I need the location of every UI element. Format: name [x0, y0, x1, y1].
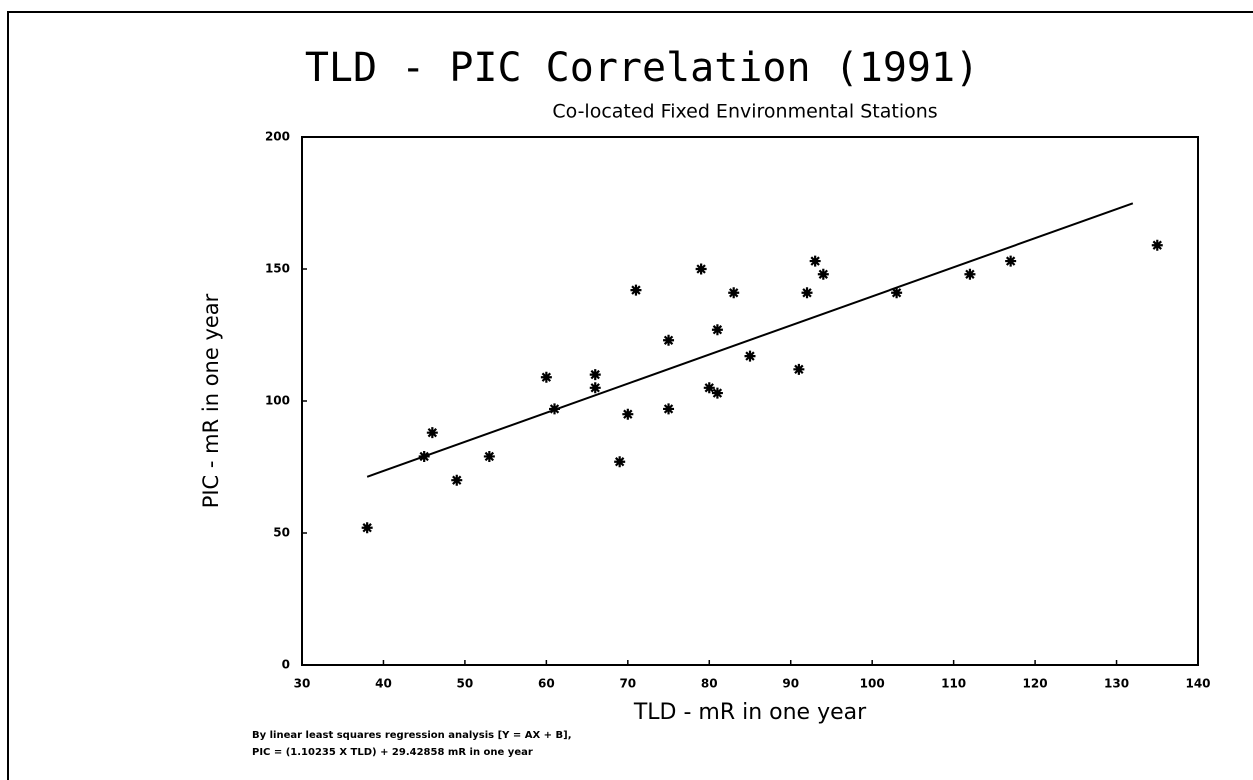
point — [1005, 255, 1017, 267]
y-axis-label: PIC - mR in one year — [199, 293, 223, 508]
point — [793, 363, 805, 375]
point — [703, 382, 715, 394]
x-tick-label: 70 — [619, 677, 636, 691]
point — [589, 382, 601, 394]
y-tick-label: 0 — [282, 658, 290, 672]
y-tick-label: 50 — [273, 526, 290, 540]
x-tick-label: 120 — [1023, 677, 1048, 691]
x-tick-label: 50 — [457, 677, 474, 691]
x-tick-label: 30 — [294, 677, 311, 691]
point — [1151, 239, 1163, 251]
point — [361, 522, 373, 534]
point — [711, 387, 723, 399]
point — [426, 427, 438, 439]
x-tick-label: 40 — [375, 677, 392, 691]
point — [695, 263, 707, 275]
point — [614, 456, 626, 468]
point — [964, 268, 976, 280]
point — [891, 287, 903, 299]
x-tick-label: 140 — [1185, 677, 1210, 691]
point — [711, 324, 723, 336]
point — [744, 350, 756, 362]
point — [540, 371, 552, 383]
point — [817, 268, 829, 280]
annotation: PIC = (1.10235 X TLD) + 29.42858 mR in o… — [252, 747, 533, 758]
point — [622, 408, 634, 420]
y-tick-label: 100 — [265, 394, 290, 408]
x-tick-label: 110 — [941, 677, 966, 691]
chart-subtitle: Co-located Fixed Environmental Stations — [552, 101, 937, 123]
x-axis-label: TLD - mR in one year — [633, 700, 867, 725]
point — [663, 334, 675, 346]
point — [728, 287, 740, 299]
chart-title: TLD - PIC Correlation (1991) — [305, 45, 979, 91]
page-frame — [7, 11, 1253, 780]
point — [451, 474, 463, 486]
x-tick-label: 130 — [1104, 677, 1129, 691]
point — [801, 287, 813, 299]
plot-frame — [301, 136, 1199, 666]
point — [809, 255, 821, 267]
x-tick-label: 60 — [538, 677, 555, 691]
x-tick-label: 100 — [860, 677, 885, 691]
y-tick-label: 200 — [265, 130, 290, 144]
x-tick-label: 80 — [701, 677, 718, 691]
y-tick-label: 150 — [265, 262, 290, 276]
point — [630, 284, 642, 296]
point — [483, 450, 495, 462]
regression-line — [366, 202, 1134, 478]
point — [589, 369, 601, 381]
annotation: By linear least squares regression analy… — [252, 730, 572, 741]
point — [663, 403, 675, 415]
x-tick-label: 90 — [782, 677, 799, 691]
